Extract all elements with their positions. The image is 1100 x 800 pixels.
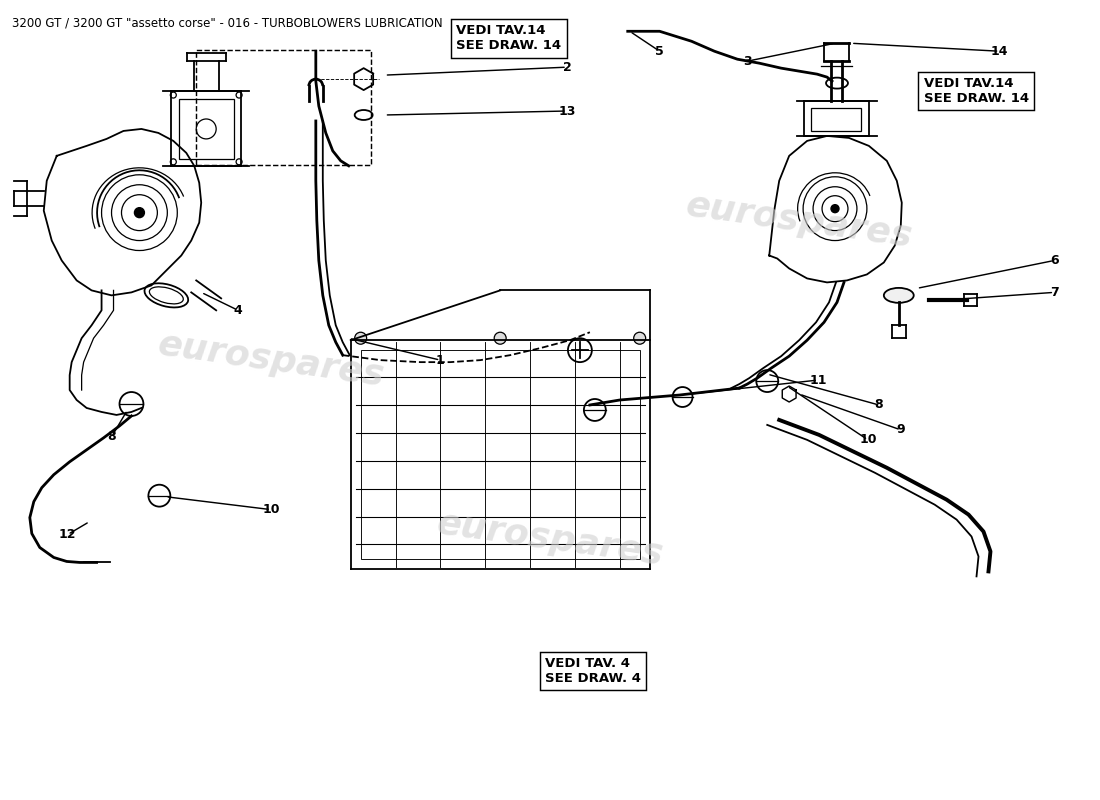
- Text: 14: 14: [991, 45, 1009, 58]
- Circle shape: [134, 208, 144, 218]
- Text: 2: 2: [562, 61, 571, 74]
- Text: eurospares: eurospares: [155, 327, 386, 393]
- Text: 8: 8: [874, 398, 883, 411]
- Text: 10: 10: [859, 434, 877, 446]
- Bar: [361, 350, 640, 559]
- Text: 3200 GT / 3200 GT "assetto corse" - 016 - TURBOBLOWERS LUBRICATION: 3200 GT / 3200 GT "assetto corse" - 016 …: [12, 16, 442, 30]
- Bar: [179, 99, 234, 159]
- Text: 1: 1: [436, 354, 444, 366]
- Text: VEDI TAV.14
SEE DRAW. 14: VEDI TAV.14 SEE DRAW. 14: [456, 24, 561, 52]
- Text: 11: 11: [810, 374, 827, 386]
- Text: 6: 6: [1049, 254, 1058, 267]
- Text: 8: 8: [107, 430, 116, 443]
- Circle shape: [830, 205, 839, 213]
- Circle shape: [494, 332, 506, 344]
- Text: 7: 7: [1049, 286, 1058, 299]
- Text: VEDI TAV.14
SEE DRAW. 14: VEDI TAV.14 SEE DRAW. 14: [924, 77, 1028, 105]
- Text: 10: 10: [262, 503, 279, 516]
- Text: 13: 13: [559, 105, 575, 118]
- Circle shape: [634, 332, 646, 344]
- Text: 5: 5: [656, 45, 664, 58]
- Text: VEDI TAV. 4
SEE DRAW. 4: VEDI TAV. 4 SEE DRAW. 4: [544, 657, 641, 685]
- Text: 9: 9: [896, 423, 905, 436]
- Text: eurospares: eurospares: [434, 506, 666, 572]
- Ellipse shape: [883, 288, 914, 303]
- Text: 4: 4: [233, 304, 242, 317]
- Text: eurospares: eurospares: [683, 188, 915, 254]
- Bar: [196, 50, 371, 165]
- Text: 3: 3: [742, 54, 751, 68]
- Circle shape: [354, 332, 366, 344]
- Text: 12: 12: [59, 528, 76, 541]
- Bar: [811, 108, 861, 131]
